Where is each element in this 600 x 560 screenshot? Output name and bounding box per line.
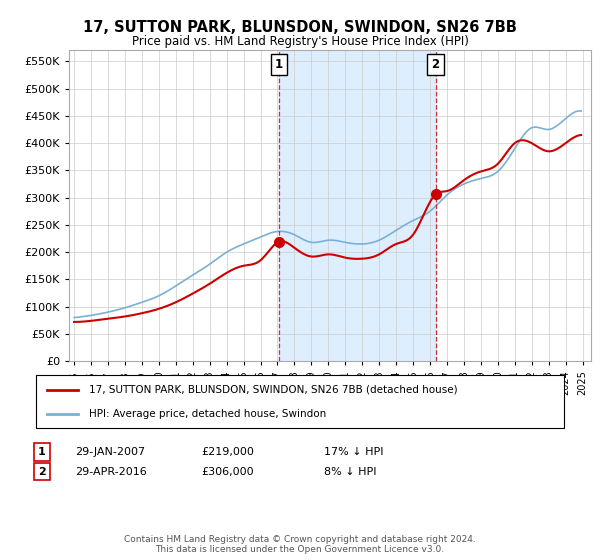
Text: £219,000: £219,000 [201,447,254,457]
Text: HPI: Average price, detached house, Swindon: HPI: Average price, detached house, Swin… [89,409,326,419]
Text: 17% ↓ HPI: 17% ↓ HPI [324,447,383,457]
FancyBboxPatch shape [36,375,564,428]
Text: 8% ↓ HPI: 8% ↓ HPI [324,466,377,477]
Text: 29-APR-2016: 29-APR-2016 [75,466,147,477]
Text: Price paid vs. HM Land Registry's House Price Index (HPI): Price paid vs. HM Land Registry's House … [131,35,469,48]
Text: 2: 2 [38,466,46,477]
Text: 29-JAN-2007: 29-JAN-2007 [75,447,145,457]
Text: 2: 2 [431,58,440,71]
Text: £306,000: £306,000 [201,466,254,477]
Bar [279,50,436,361]
Text: 17, SUTTON PARK, BLUNSDON, SWINDON, SN26 7BB (detached house): 17, SUTTON PARK, BLUNSDON, SWINDON, SN26… [89,385,457,395]
Text: 17, SUTTON PARK, BLUNSDON, SWINDON, SN26 7BB: 17, SUTTON PARK, BLUNSDON, SWINDON, SN26… [83,20,517,35]
Text: 1: 1 [275,58,283,71]
Text: Contains HM Land Registry data © Crown copyright and database right 2024.
This d: Contains HM Land Registry data © Crown c… [124,535,476,554]
Text: 1: 1 [38,447,46,457]
